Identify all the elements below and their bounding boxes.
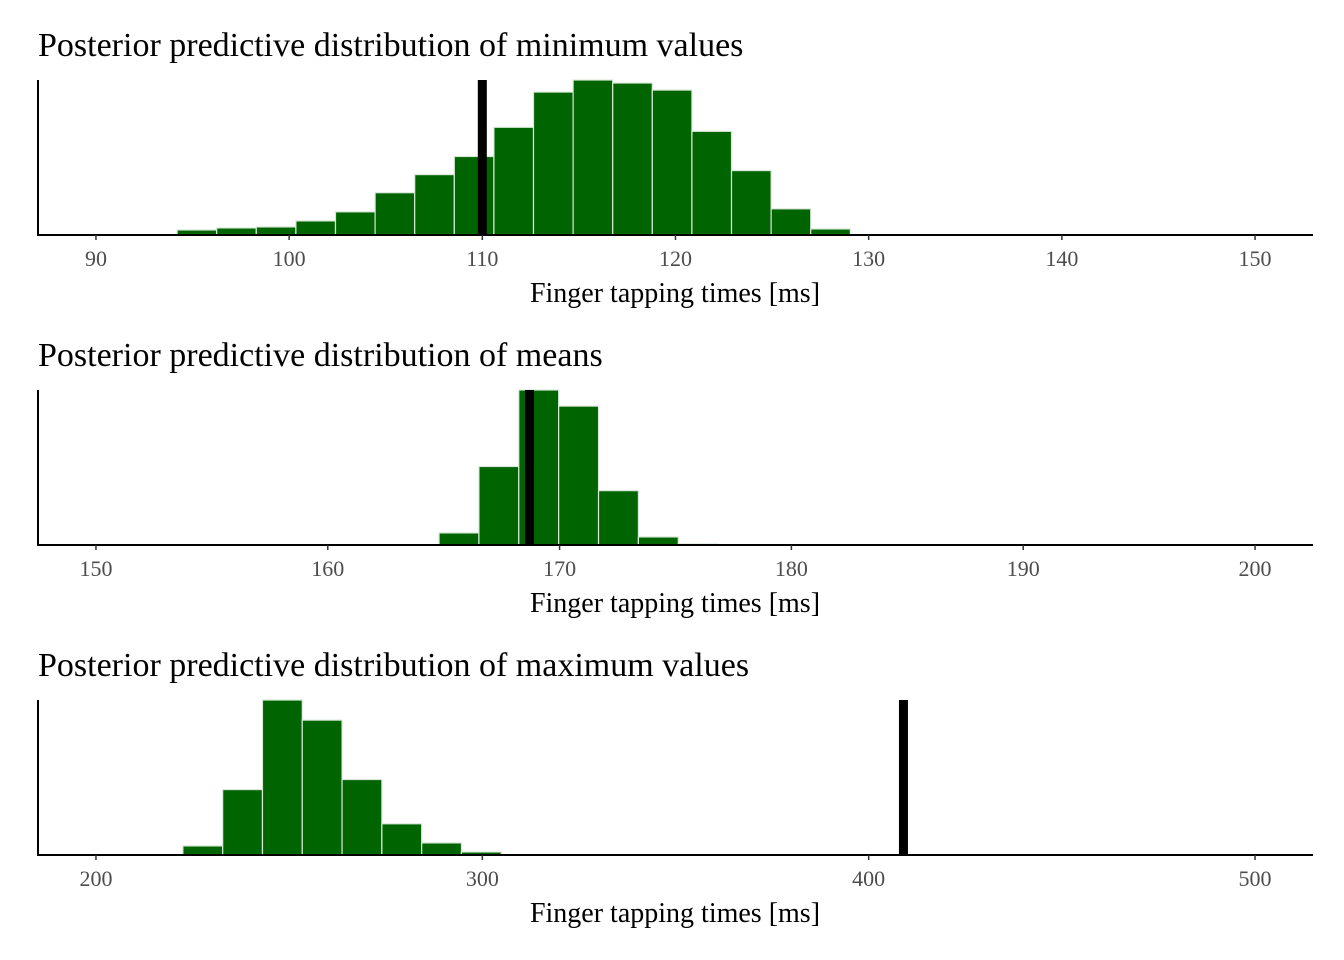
panel-title: Posterior predictive distribution of max… xyxy=(38,647,749,684)
histogram-bar xyxy=(182,845,224,856)
panel-maximum: Posterior predictive distribution of max… xyxy=(37,647,1313,929)
histogram-bar xyxy=(651,89,693,236)
histogram-bar xyxy=(374,192,416,236)
histogram-bar xyxy=(691,130,733,236)
histogram-bar xyxy=(295,220,337,236)
panel-title: Posterior predictive distribution of mea… xyxy=(38,337,603,374)
histogram-bar xyxy=(493,126,535,236)
panel-means: Posterior predictive distribution of mea… xyxy=(37,337,1313,619)
x-tick-label: 200 xyxy=(79,866,112,891)
x-tick-label: 100 xyxy=(273,246,306,271)
histogram-bar xyxy=(301,719,343,856)
histogram-bar xyxy=(637,536,679,546)
x-axis-label: Finger tapping times [ms] xyxy=(530,898,820,929)
x-axis-ticks: 90 100 110 120 130 140 150 xyxy=(85,235,1272,271)
histogram-bars xyxy=(176,79,851,236)
histogram-bar xyxy=(612,82,653,236)
x-tick-label: 400 xyxy=(852,866,885,891)
histogram-bar xyxy=(421,842,463,856)
histogram-bar xyxy=(518,389,560,546)
histogram-bar xyxy=(222,788,264,856)
histogram-bar xyxy=(730,169,772,236)
histogram-bar xyxy=(255,226,297,236)
x-tick-label: 110 xyxy=(466,246,498,271)
x-axis-ticks: 200 300 400 500 xyxy=(79,855,1272,891)
histogram-bar xyxy=(770,208,812,236)
x-tick-label: 150 xyxy=(79,556,112,581)
x-tick-label: 180 xyxy=(775,556,808,581)
histogram-bar xyxy=(341,778,383,856)
x-axis-label: Finger tapping times [ms] xyxy=(530,588,820,619)
x-tick-label: 500 xyxy=(1239,866,1272,891)
histogram-bar xyxy=(381,823,423,856)
histogram-bar xyxy=(334,211,376,236)
x-tick-label: 190 xyxy=(1007,556,1040,581)
histogram-bars xyxy=(438,389,719,546)
x-tick-label: 150 xyxy=(1239,246,1272,271)
histogram-bar xyxy=(572,79,614,236)
x-tick-label: 170 xyxy=(543,556,576,581)
x-axis-label: Finger tapping times [ms] xyxy=(530,278,820,309)
histogram-bar xyxy=(216,227,257,236)
histogram-bar xyxy=(453,155,495,236)
x-tick-label: 140 xyxy=(1045,246,1078,271)
x-tick-label: 200 xyxy=(1239,556,1272,581)
x-tick-label: 90 xyxy=(85,246,107,271)
histogram-bars xyxy=(182,699,502,856)
panel-title: Posterior predictive distribution of min… xyxy=(38,27,743,64)
x-tick-label: 300 xyxy=(466,866,499,891)
x-tick-label: 160 xyxy=(311,556,344,581)
histogram-bar xyxy=(597,490,640,546)
histogram-bar xyxy=(414,174,455,236)
x-tick-label: 130 xyxy=(852,246,885,271)
x-tick-label: 120 xyxy=(659,246,692,271)
histogram-bar xyxy=(261,699,303,856)
panel-minimum: Posterior predictive distribution of min… xyxy=(37,27,1313,309)
x-axis-ticks: 150 160 170 180 190 200 xyxy=(79,545,1272,581)
histogram-bar xyxy=(438,532,480,546)
histogram-bar xyxy=(532,91,574,236)
histogram-bar xyxy=(558,405,600,546)
histogram-bar xyxy=(478,465,520,546)
